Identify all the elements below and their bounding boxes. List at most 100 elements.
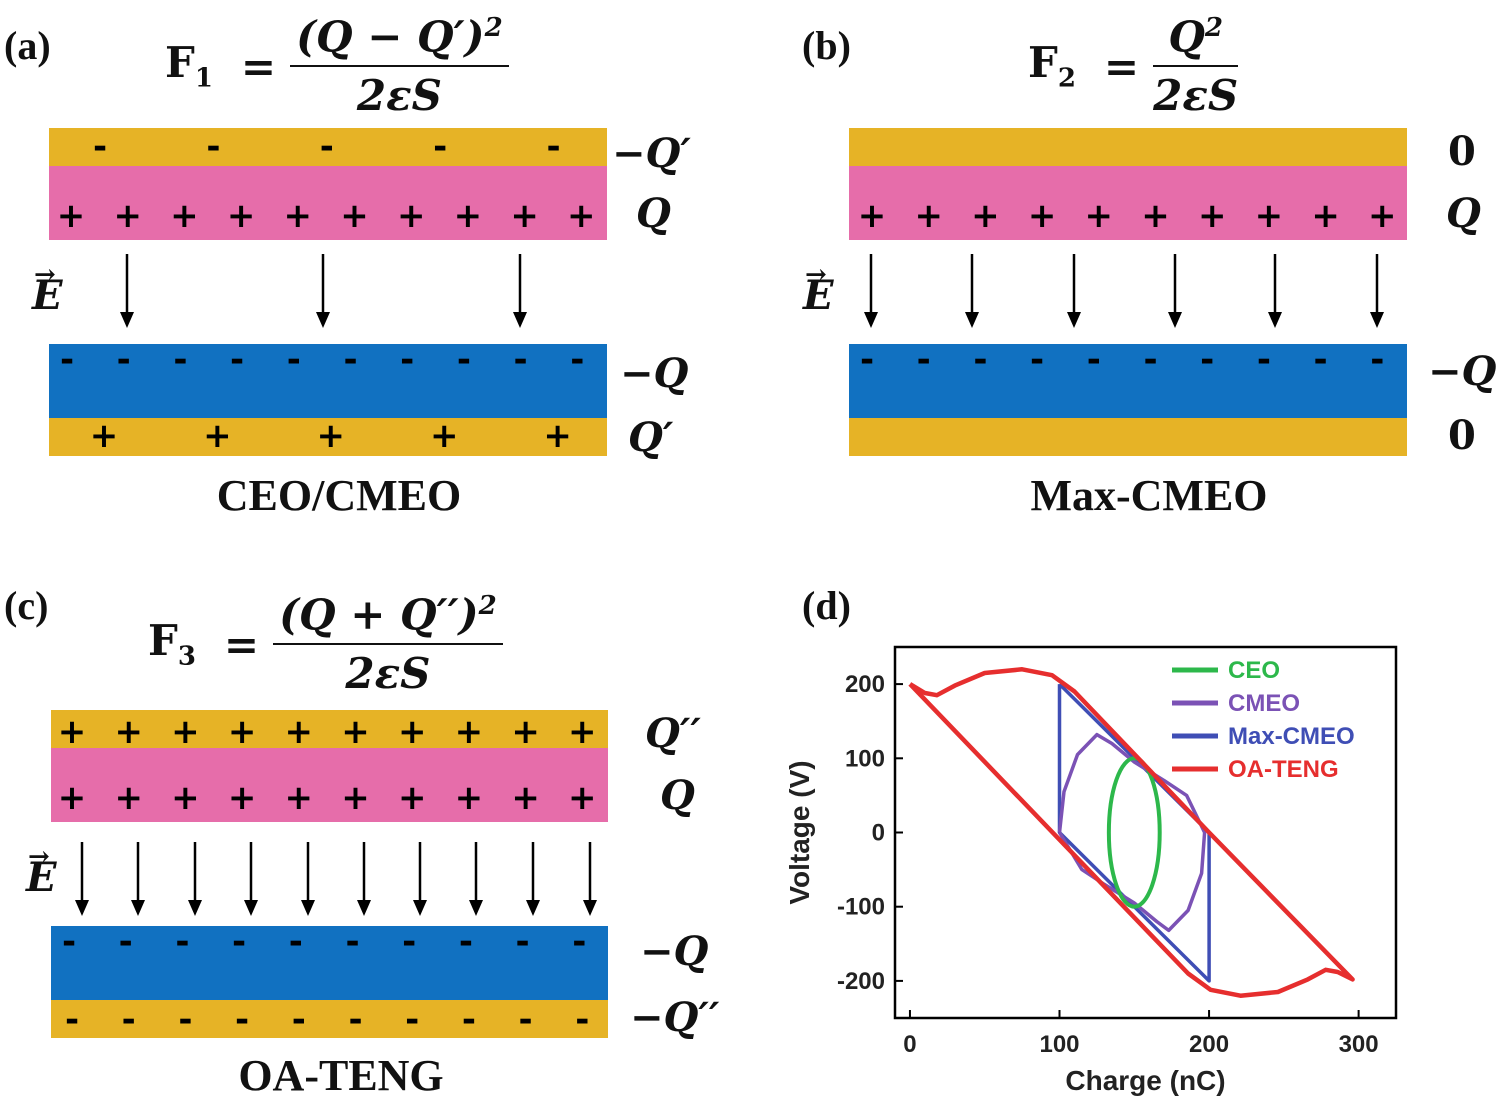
negative-charge-sign: - [575, 1000, 590, 1040]
positive-charge-sign: + [56, 196, 86, 236]
field-arrow [1067, 254, 1081, 328]
negative-charge-sign: - [518, 1000, 533, 1040]
field-arrow [413, 842, 427, 916]
negative-charge-sign: - [402, 922, 417, 962]
positive-charge-sign: + [511, 712, 540, 752]
negative-charge-sign: - [456, 340, 471, 380]
negative-charge-sign: - [118, 922, 133, 962]
negative-charge-sign: - [1313, 340, 1328, 380]
x-tick-label: 200 [1189, 1031, 1229, 1058]
positive-charge-sign: + [971, 196, 1000, 236]
legend-label: CMEO [1228, 690, 1300, 717]
negative-charge-sign: - [348, 1000, 363, 1040]
legend-label: CEO [1228, 657, 1280, 684]
panel-a-top-charge: −Q′ [612, 130, 691, 177]
field-arrow [131, 842, 145, 916]
series-oa-teng-curve [908, 667, 1355, 998]
panel-a-bottom-charge: Q′ [628, 414, 674, 461]
positive-charge-sign: + [1141, 196, 1170, 236]
positive-charge-sign: + [453, 196, 483, 236]
negative-charge-sign: - [1143, 340, 1158, 380]
panel-c-pink-charge: Q [660, 772, 695, 819]
positive-charge-sign: + [397, 712, 427, 752]
x-axis-label: Charge (nC) [1065, 1065, 1225, 1096]
panel-c-top-electrode [51, 710, 608, 748]
negative-charge-sign: - [1030, 340, 1045, 380]
negative-charge-sign: - [230, 340, 245, 380]
negative-charge-sign: - [288, 922, 303, 962]
panel-b-caption: Max-CMEO [1030, 471, 1268, 520]
panel-b-negative-dielectric [849, 344, 1407, 418]
negative-charge-sign: - [59, 340, 75, 380]
positive-charge-sign: + [914, 196, 943, 236]
field-arrow [301, 842, 315, 916]
negative-charge-sign: - [859, 340, 875, 380]
field-arrow [1370, 254, 1384, 328]
panel-a-negative-dielectric [49, 344, 607, 418]
positive-charge-sign: + [284, 712, 314, 752]
negative-charge-sign: - [916, 340, 931, 380]
negative-charge-sign: - [546, 127, 561, 167]
positive-charge-sign: + [284, 778, 314, 818]
series-ceo-curve [1106, 756, 1162, 909]
negative-charge-sign: - [1200, 340, 1215, 380]
legend-label: Max-CMEO [1228, 723, 1355, 750]
positive-charge-sign: + [454, 778, 484, 818]
panel-a-pink-charge: Q [636, 190, 671, 237]
field-arrow [526, 842, 540, 916]
panel-b-bottom-charge: 0 [1448, 412, 1476, 459]
field-arrow [120, 254, 134, 328]
panel-c-field-arrows [75, 842, 597, 916]
panel-b-field-label: → E [803, 260, 834, 319]
panel-b-formula: F2 = Q2 2εS [1028, 12, 1239, 120]
positive-charge-sign: + [113, 196, 142, 236]
positive-charge-sign: + [454, 712, 484, 752]
negative-charge-sign: - [343, 340, 358, 380]
negative-charge-sign: - [291, 1000, 306, 1040]
negative-charge-sign: - [61, 922, 77, 962]
negative-charge-sign: - [572, 922, 587, 962]
panel-b-label: (b) [802, 23, 851, 68]
negative-charge-sign: - [1086, 340, 1101, 380]
positive-charge-sign: + [511, 778, 540, 818]
negative-charge-sign: - [570, 340, 585, 380]
positive-charge-sign: + [316, 416, 346, 456]
field-arrow [75, 842, 89, 916]
negative-charge-sign: - [116, 340, 131, 380]
positive-charge-sign: + [57, 712, 87, 752]
negative-charge-sign: - [433, 127, 448, 167]
negative-charge-sign: - [178, 1000, 193, 1040]
negative-charge-sign: - [973, 340, 988, 380]
positive-charge-sign: + [397, 778, 427, 818]
field-arrow [1268, 254, 1282, 328]
y-tick-label: -200 [837, 968, 885, 995]
panel-b-pink-charge: Q [1446, 190, 1481, 237]
positive-charge-sign: + [429, 416, 459, 456]
positive-charge-sign: + [1027, 196, 1057, 236]
panel-b-positive-dielectric [849, 166, 1407, 240]
x-tick-label: 300 [1339, 1031, 1379, 1058]
negative-charge-sign: - [458, 922, 473, 962]
field-arrow [864, 254, 878, 328]
field-arrow [357, 842, 371, 916]
panel-b-top-charge: 0 [1448, 128, 1476, 175]
y-tick-label: 200 [845, 671, 885, 698]
panel-a-caption: CEO/CMEO [216, 471, 462, 520]
series-max-cmeo-curve [1057, 682, 1211, 983]
positive-charge-sign: + [857, 196, 887, 236]
negative-charge-sign: - [64, 1000, 80, 1040]
negative-charge-sign: - [286, 340, 301, 380]
negative-charge-sign: - [173, 340, 188, 380]
y-tick-label: -100 [837, 894, 885, 921]
positive-charge-sign: + [396, 196, 426, 236]
panel-a-field-label: → E [32, 260, 63, 319]
panel-b-blue-charge: −Q [1428, 348, 1497, 395]
field-arrow [965, 254, 979, 328]
negative-charge-sign: - [175, 922, 190, 962]
y-tick-label: 0 [872, 820, 885, 847]
panel-a-top-electrode [49, 128, 607, 166]
positive-charge-sign: + [89, 416, 119, 456]
negative-charge-sign: - [121, 1000, 136, 1040]
qv-chart: 0 100 200 300 200 100 0 -100 -200 Charge (nC) Volt… [784, 645, 1398, 1096]
positive-charge-sign: + [1084, 196, 1114, 236]
